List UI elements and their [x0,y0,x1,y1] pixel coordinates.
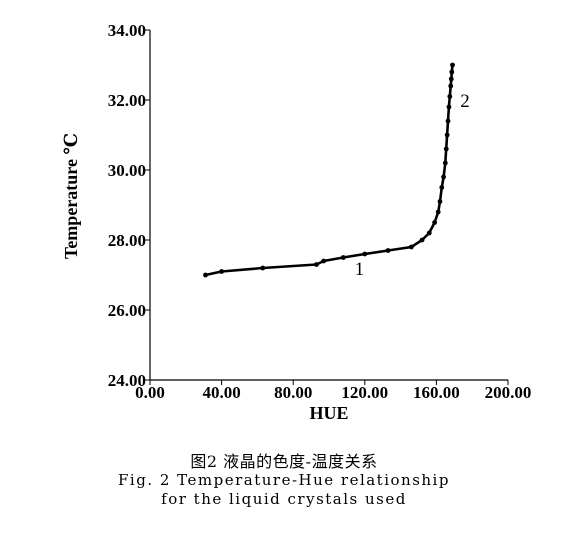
axes [149,30,508,381]
data-point [203,272,208,278]
data-point [444,132,450,138]
ticks: 0.00 40.00 80.00 120.00 160.00 200.00 24.00 26.… [108,21,532,402]
caption-english-line1: Fig. 2 Temperature-Hue relationship [118,471,450,489]
data-point [321,258,327,264]
data-point [426,230,432,236]
series-line [204,63,454,277]
data-point [362,251,368,257]
x-tick-label: 160.00 [413,383,460,402]
data-point [442,160,448,166]
x-tick-label: 80.00 [274,383,312,402]
data-point [448,76,454,82]
caption-chinese: 图2 液晶的色度-温度关系 [190,452,378,471]
curve-annotation-label: 1 [355,259,365,280]
data-point [450,62,455,68]
data-point [446,104,452,110]
data-point [435,209,441,215]
x-tick-label: 40.00 [202,383,240,402]
data-point [408,244,414,250]
y-tick-label: 34.00 [108,21,146,40]
data-point [419,237,425,243]
y-tick-label: 26.00 [108,301,146,320]
data-point [449,69,455,75]
data-point [441,174,446,180]
data-point [447,94,453,99]
data-point [445,118,451,124]
data-point [260,265,266,271]
y-tick-label: 28.00 [108,231,146,250]
chart: 0.00 40.00 80.00 120.00 160.00 200.00 24.00 26.… [61,21,532,423]
data-point [439,185,445,190]
data-point [437,199,443,204]
y-tick-label: 30.00 [108,161,146,180]
data-point [219,269,225,274]
x-tick-label: 0.00 [135,383,165,402]
data-point [314,262,319,267]
x-tick-label: 200.00 [485,383,532,402]
series [203,62,455,278]
y-tick-label: 24.00 [108,371,146,390]
x-tick-label: 120.00 [341,383,388,402]
curve-annotation-label: 2 [460,91,470,112]
x-axis-title: HUE [309,403,348,423]
y-tick-label: 32.00 [108,91,146,110]
data-point [443,146,449,152]
data-point [340,255,346,260]
data-point [432,220,438,225]
data-point [385,248,391,253]
data-point [448,83,454,89]
caption-english-line2: for the liquid crystals used [161,490,407,508]
y-axis-title: Temperature ℃ [61,133,81,259]
annotations: 12 [355,91,470,280]
